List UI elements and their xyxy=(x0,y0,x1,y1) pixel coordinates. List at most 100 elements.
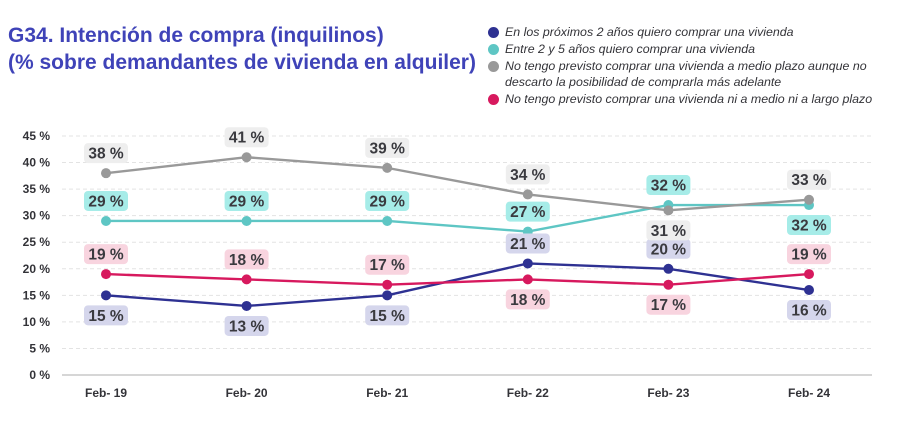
data-label: 19 % xyxy=(791,247,827,264)
data-label-background xyxy=(787,300,831,321)
legend-label-buy-2-years: En los próximos 2 años quiero comprar un… xyxy=(505,25,794,39)
data-point xyxy=(382,215,393,226)
data-label-background xyxy=(505,201,550,222)
data-label-background xyxy=(505,164,550,185)
x-tick-label: Feb- 23 xyxy=(647,386,689,400)
data-point xyxy=(101,269,111,280)
data-label: 15 % xyxy=(88,308,124,325)
data-label: 17 % xyxy=(370,257,406,274)
y-tick-label: 20 % xyxy=(23,262,51,276)
y-tick-label: 0 % xyxy=(29,368,50,382)
data-label: 32 % xyxy=(791,218,827,235)
y-tick-label: 45 % xyxy=(23,129,51,143)
data-label-background xyxy=(646,175,691,196)
data-label: 27 % xyxy=(510,204,546,221)
data-label-background xyxy=(646,294,691,315)
data-point xyxy=(522,258,533,269)
y-tick-label: 25 % xyxy=(23,235,51,249)
chart-title: G34. Intención de compra (inquilinos) (%… xyxy=(8,22,476,76)
data-point xyxy=(804,269,814,280)
x-tick-label: Feb- 24 xyxy=(788,386,830,400)
x-tick-label: Feb- 20 xyxy=(226,386,268,400)
data-label: 38 % xyxy=(88,146,124,163)
data-label: 15 % xyxy=(370,308,406,325)
series-line xyxy=(105,272,810,286)
data-point xyxy=(382,279,393,290)
legend-label-not-medium-term: No tengo previsto comprar una vivienda a… xyxy=(505,59,867,89)
data-point xyxy=(804,285,814,296)
data-label: 33 % xyxy=(791,172,827,189)
data-label-background xyxy=(365,254,410,275)
legend-label-buy-2-5-years: Entre 2 y 5 años quiero comprar una vivi… xyxy=(505,42,756,56)
data-point xyxy=(663,279,674,290)
data-label: 34 % xyxy=(510,167,546,184)
data-label-background xyxy=(224,127,269,148)
data-label-background xyxy=(84,244,128,265)
data-point xyxy=(101,290,111,301)
data-label: 32 % xyxy=(651,178,687,195)
data-label-background xyxy=(84,190,128,211)
data-label-background xyxy=(365,137,410,158)
series-line xyxy=(105,156,810,212)
chart-title-line-2: (% sobre demandantes de vivienda en alqu… xyxy=(8,51,476,74)
data-point xyxy=(101,168,111,179)
data-label: 18 % xyxy=(510,292,546,309)
data-point xyxy=(241,215,252,226)
data-point xyxy=(382,290,393,301)
y-tick-label: 10 % xyxy=(23,315,51,329)
data-point xyxy=(241,274,252,285)
x-tick-label: Feb- 22 xyxy=(507,386,549,400)
y-tick-label: 35 % xyxy=(23,182,51,196)
series-line xyxy=(106,203,809,233)
data-label: 31 % xyxy=(651,223,687,240)
data-label: 41 % xyxy=(229,130,265,147)
legend-label-not-ever: No tengo previsto comprar una vivienda n… xyxy=(505,91,873,106)
legend-marker-buy-2-5-years xyxy=(488,44,499,55)
data-label-background xyxy=(646,238,691,259)
data-label: 13 % xyxy=(229,318,265,335)
legend-marker-not-medium-term xyxy=(488,61,499,72)
chart-title-line-1: G34. Intención de compra (inquilinos) xyxy=(8,24,384,47)
data-label: 18 % xyxy=(229,252,265,269)
data-point xyxy=(522,274,533,285)
y-tick-label: 15 % xyxy=(23,288,51,302)
data-point xyxy=(241,152,252,163)
data-label: 39 % xyxy=(370,140,406,157)
y-tick-label: 30 % xyxy=(23,209,51,223)
series-line xyxy=(105,262,810,308)
data-label-background xyxy=(365,190,410,211)
data-label-background xyxy=(505,289,550,310)
data-label: 16 % xyxy=(791,303,827,320)
data-label: 29 % xyxy=(229,193,265,210)
chart-legend: En los próximos 2 años quiero comprar un… xyxy=(487,25,892,109)
data-label-background xyxy=(224,249,269,270)
data-label-background xyxy=(84,143,128,164)
data-label-background xyxy=(787,244,831,265)
data-label-background xyxy=(365,305,410,326)
y-tick-label: 5 % xyxy=(29,341,50,355)
legend-item-buy-2-years: En los próximos 2 años quiero comprar un… xyxy=(487,25,892,41)
legend-item-not-medium-term: No tengo previsto comprar una vivienda a… xyxy=(487,59,892,90)
data-label-background xyxy=(787,215,831,236)
data-label-background xyxy=(224,315,269,336)
legend-marker-not-ever xyxy=(488,93,499,105)
data-point xyxy=(663,263,674,274)
data-label-background xyxy=(787,169,831,190)
data-label: 17 % xyxy=(651,297,687,314)
legend-item-not-ever: No tengo previsto comprar una vivienda n… xyxy=(487,92,892,108)
data-label: 20 % xyxy=(651,241,687,258)
data-point xyxy=(101,215,111,226)
x-tick-label: Feb- 21 xyxy=(366,386,408,400)
legend-item-buy-2-5-years: Entre 2 y 5 años quiero comprar una vivi… xyxy=(487,42,892,58)
data-label-background xyxy=(646,220,691,241)
data-label: 29 % xyxy=(370,193,406,210)
data-point xyxy=(382,162,393,173)
data-point xyxy=(522,189,533,200)
x-tick-label: Feb- 19 xyxy=(85,386,127,400)
data-label-background xyxy=(505,233,550,254)
data-label: 21 % xyxy=(510,236,546,253)
data-label: 19 % xyxy=(88,247,124,264)
data-point xyxy=(804,194,814,205)
data-point xyxy=(663,205,674,216)
